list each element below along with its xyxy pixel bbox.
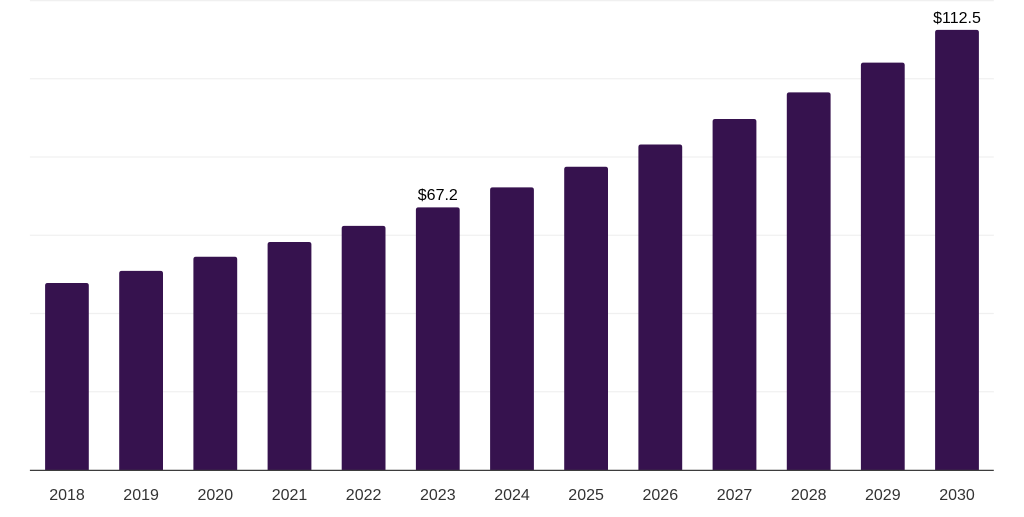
svg-text:$67.2: $67.2 [418, 187, 458, 204]
svg-text:2028: 2028 [791, 487, 827, 504]
svg-text:2026: 2026 [643, 487, 679, 504]
svg-text:2021: 2021 [272, 487, 308, 504]
svg-text:2024: 2024 [494, 487, 530, 504]
svg-text:2020: 2020 [198, 487, 234, 504]
svg-text:$112.5: $112.5 [933, 10, 981, 27]
svg-text:2030: 2030 [939, 487, 975, 504]
svg-text:2025: 2025 [568, 487, 604, 504]
svg-text:2018: 2018 [49, 487, 85, 504]
svg-text:2022: 2022 [346, 487, 382, 504]
svg-text:2027: 2027 [717, 487, 753, 504]
svg-text:2023: 2023 [420, 487, 456, 504]
svg-text:2029: 2029 [865, 487, 901, 504]
svg-text:2019: 2019 [123, 487, 159, 504]
